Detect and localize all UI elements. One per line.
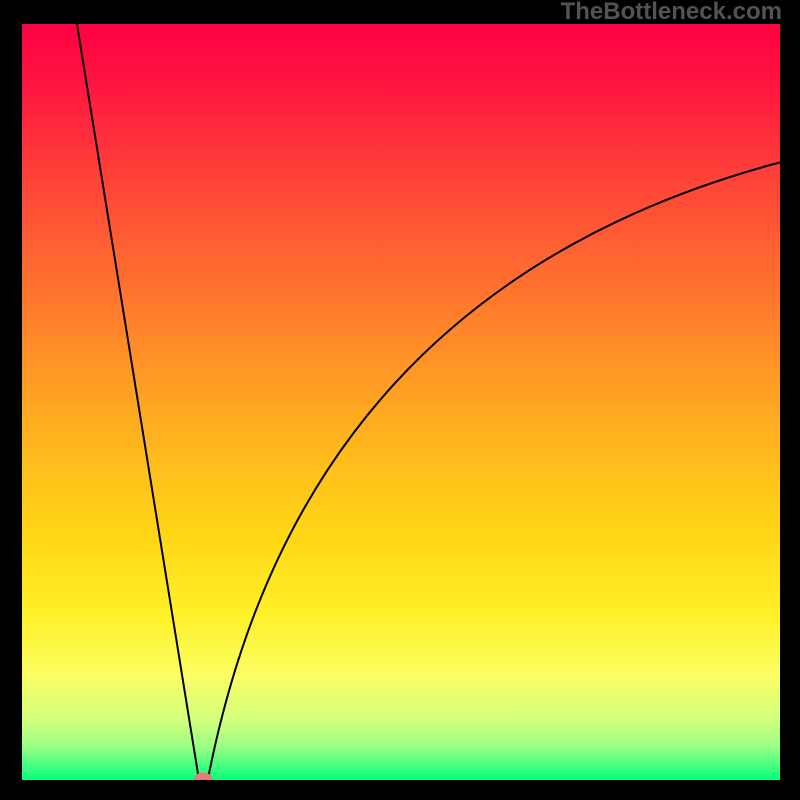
chart-canvas: TheBottleneck.com	[0, 0, 800, 800]
watermark-text: TheBottleneck.com	[561, 0, 782, 26]
bottleneck-curve	[0, 0, 800, 800]
minimum-marker	[194, 772, 212, 785]
